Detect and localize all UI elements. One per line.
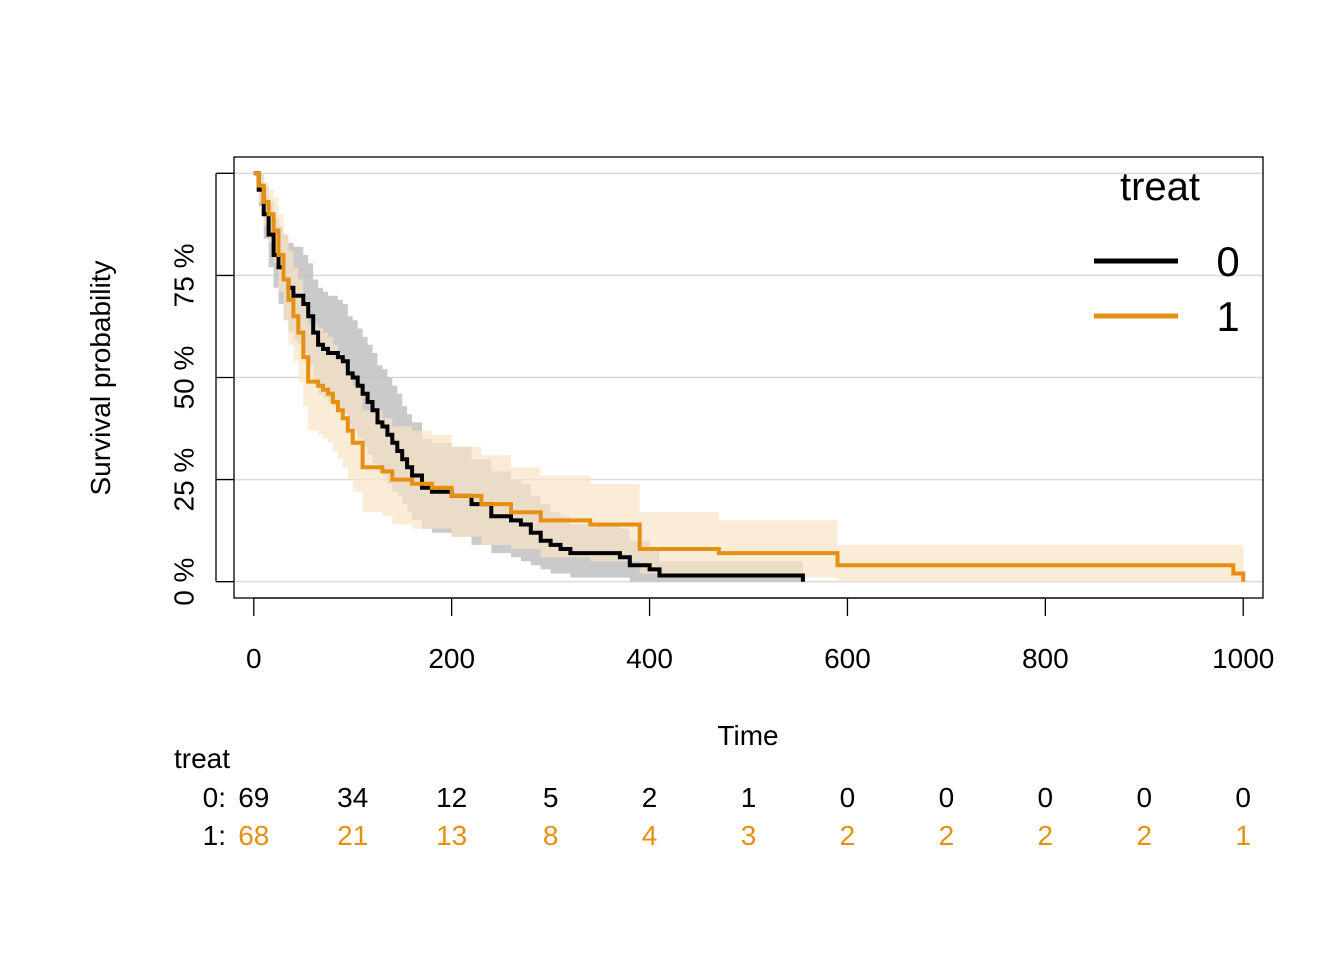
x-tick-label: 400 xyxy=(626,643,673,674)
risk-count: 3 xyxy=(741,820,757,851)
survival-curve-0 xyxy=(253,171,805,582)
y-tick-label: 50 % xyxy=(168,346,199,410)
x-tick-label: 1000 xyxy=(1212,643,1274,674)
risk-count: 34 xyxy=(337,782,368,813)
risk-count: 2 xyxy=(840,820,856,851)
legend-label-1: 1 xyxy=(1216,293,1239,340)
risk-count: 0 xyxy=(840,782,856,813)
risk-count: 2 xyxy=(1038,820,1054,851)
y-axis-label: Survival probability xyxy=(85,261,116,496)
y-tick-label: 75 % xyxy=(168,244,199,308)
x-tick-label: 600 xyxy=(824,643,871,674)
risk-count: 0 xyxy=(1136,782,1152,813)
x-tick-label: 200 xyxy=(428,643,475,674)
x-axis: 0 200 400 600 800 1000 xyxy=(246,597,1274,674)
risk-count: 2 xyxy=(1136,820,1152,851)
confidence-band-1 xyxy=(253,173,1244,582)
risk-table-title: treat xyxy=(174,743,230,774)
risk-count: 1 xyxy=(1235,820,1251,851)
risk-count: 8 xyxy=(543,820,559,851)
risk-count: 69 xyxy=(238,782,269,813)
y-tick-label: 0 % xyxy=(168,558,199,606)
risk-count: 21 xyxy=(337,820,368,851)
legend-title: treat xyxy=(1120,165,1200,209)
x-tick-label: 800 xyxy=(1022,643,1069,674)
risk-count: 68 xyxy=(238,820,269,851)
risk-count: 4 xyxy=(642,820,658,851)
risk-count: 13 xyxy=(436,820,467,851)
risk-count: 5 xyxy=(543,782,559,813)
risk-count: 0 xyxy=(1235,782,1251,813)
risk-count: 0 xyxy=(1038,782,1054,813)
risk-row-label: 1: xyxy=(203,820,226,851)
survival-curves xyxy=(253,171,1246,582)
risk-count: 2 xyxy=(642,782,658,813)
risk-table: treat 0: 69 34 12 5 2 1 0 0 0 0 01: 68 21 13 8 4 3 2 2 2 2 1 xyxy=(174,743,1251,851)
legend: treat 0 1 xyxy=(1094,165,1240,340)
survival-curve-1 xyxy=(253,171,1246,582)
risk-count: 1 xyxy=(741,782,757,813)
y-axis: 0 % 25 % 50 % 75 % xyxy=(168,172,234,606)
risk-row-label: 0: xyxy=(203,782,226,813)
risk-count: 0 xyxy=(939,782,955,813)
risk-count: 12 xyxy=(436,782,467,813)
risk-count: 2 xyxy=(939,820,955,851)
y-tick-label: 25 % xyxy=(168,448,199,512)
legend-label-0: 0 xyxy=(1216,238,1239,285)
x-axis-label: Time xyxy=(717,720,778,751)
x-tick-label: 0 xyxy=(246,643,262,674)
